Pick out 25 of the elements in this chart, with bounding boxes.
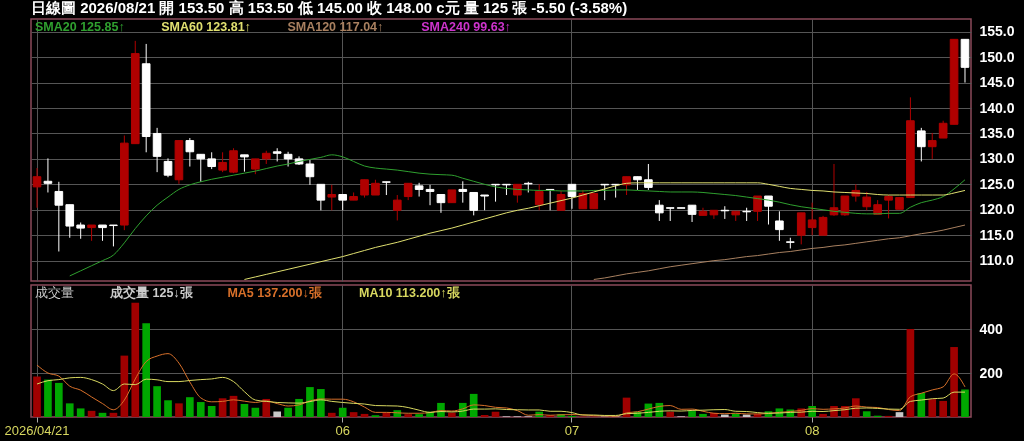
y-tick-label: 140.0 [979, 99, 1015, 116]
y-tick-label: 135.0 [979, 124, 1015, 141]
x-tick-label: 2026/04/21 [4, 422, 70, 438]
y-tick-label: 120.0 [979, 201, 1015, 218]
y-tick-label: 125.0 [979, 175, 1015, 192]
text: MA10 113.200↑張 [359, 286, 461, 300]
y-tick-label: 400 [979, 320, 1004, 337]
text: MA5 137.200↓張 [227, 286, 323, 300]
chart-title: 日線圖 2026/08/21 開 153.50 高 153.50 低 145.00 收 148.00 c元 量 125 張 -5.50 (-3.58%) [31, 0, 628, 16]
text: SMA60 123.81↑ [161, 20, 251, 34]
text: SMA120 117.04↑ [287, 20, 384, 34]
y-tick-label: 145.0 [979, 74, 1015, 91]
x-tick-label: 06 [335, 422, 350, 438]
series-label: 成交量 125↓張 [109, 285, 194, 300]
annotation: SMA240 99.63↑ [421, 20, 511, 34]
y-tick-label: 130.0 [979, 150, 1015, 167]
x-tick-label: 08 [804, 422, 820, 438]
y-tick-label: 115.0 [979, 226, 1014, 243]
y-tick-label: 150.0 [979, 48, 1015, 65]
chart-title: 成交量 [35, 285, 74, 300]
y-tick-label: 155.0 [979, 23, 1015, 40]
y-tick-label: 200 [979, 364, 1004, 381]
text: SMA20 125.85↑ [35, 20, 125, 34]
x-tick-label: 07 [564, 422, 580, 438]
y-tick-label: 110.0 [979, 252, 1014, 269]
